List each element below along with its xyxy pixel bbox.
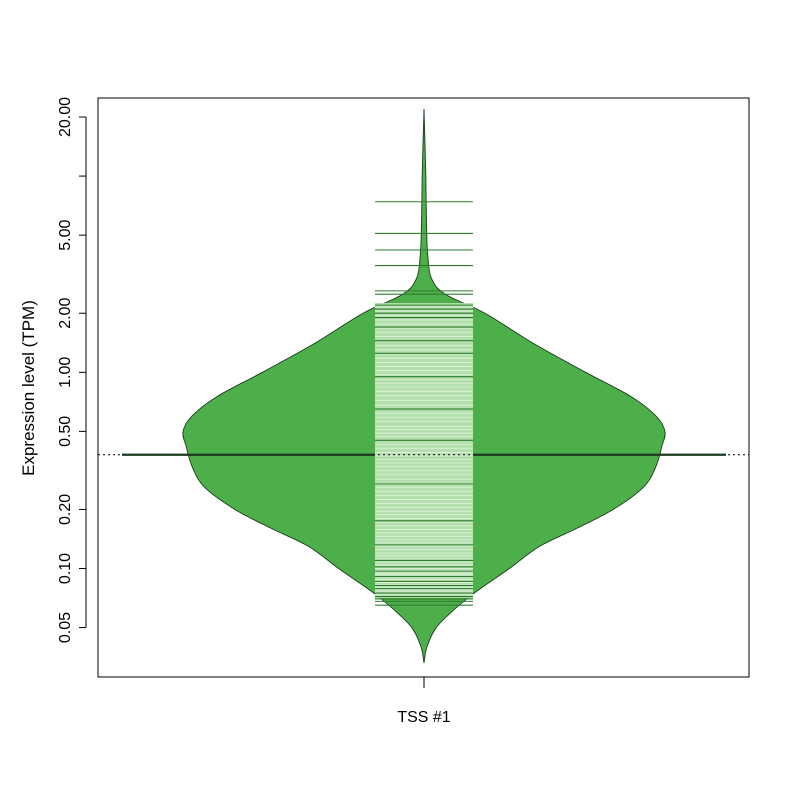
x-tick-label: TSS #1 [397,709,450,726]
observation-band [375,303,473,599]
x-axis: TSS #1 [397,677,451,726]
y-tick-label: 0.05 [57,612,74,643]
y-tick-label: 0.50 [57,416,74,447]
y-tick-label: 0.20 [57,494,74,525]
bean-group [98,108,749,664]
y-tick-label: 2.00 [57,298,74,329]
y-tick-label: 0.10 [57,553,74,584]
y-axis-title: Expression level (TPM) [19,300,38,476]
y-tick-label: 1.00 [57,357,74,388]
y-tick-label: 20.00 [57,97,74,137]
y-axis: 0.05 0.10 0.20 0.50 1.00 2.00 5.00 20.00 [57,97,87,643]
y-tick-label: 5.00 [57,219,74,250]
